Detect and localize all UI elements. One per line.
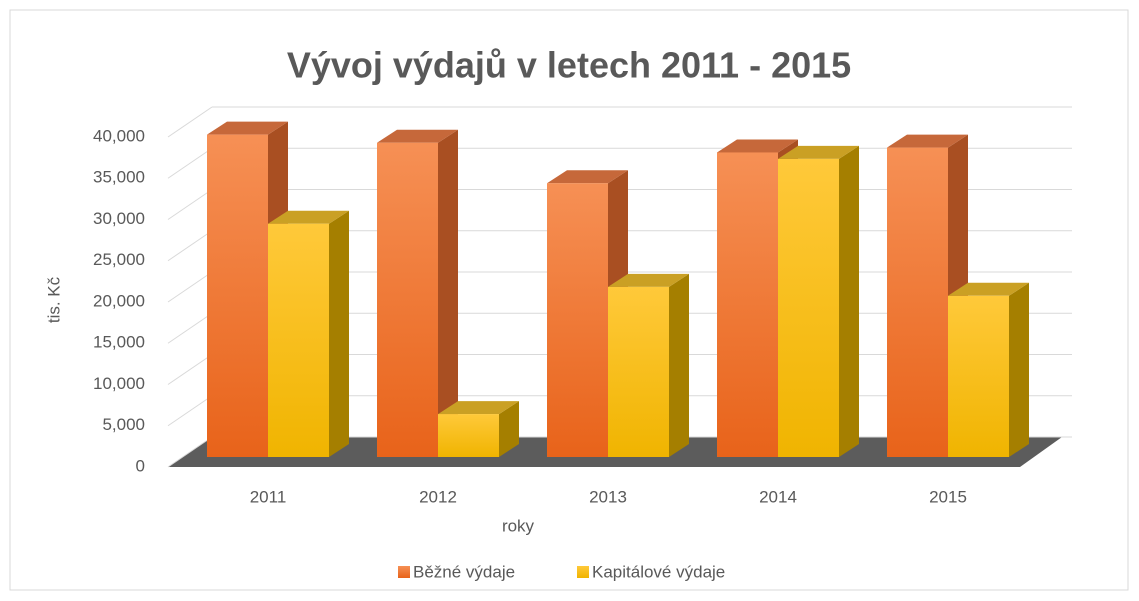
bar-side [499, 401, 519, 457]
bar-top [438, 401, 519, 415]
y-tick-label: 25,000 [93, 250, 145, 269]
bar [717, 152, 778, 457]
y-tick-label: 15,000 [93, 333, 145, 352]
legend-label: Kapitálové výdaje [592, 562, 725, 581]
bar-side [329, 210, 349, 457]
y-tick-label: 40,000 [93, 126, 145, 145]
x-tick-label: 2014 [759, 487, 797, 506]
bar [778, 158, 839, 458]
x-tick-label: 2012 [419, 487, 457, 506]
y-tick-label: 30,000 [93, 209, 145, 228]
grid-line [167, 312, 213, 344]
legend-swatch [577, 566, 589, 578]
grid-line [167, 106, 213, 138]
bar [948, 295, 1009, 457]
bar-top [377, 129, 458, 143]
bar-top [268, 210, 349, 224]
y-axis-label: tis. Kč [44, 276, 63, 323]
bar-top [717, 139, 798, 153]
legend-label: Běžné výdaje [413, 562, 515, 581]
grid-line [167, 147, 213, 179]
bar [608, 286, 669, 457]
bar-top [778, 145, 859, 159]
bar [268, 223, 329, 457]
bar-side [438, 129, 458, 457]
grid-line [167, 271, 213, 303]
x-tick-label: 2015 [929, 487, 967, 506]
x-tick-label: 2011 [250, 487, 287, 506]
bar [438, 414, 499, 457]
y-tick-label: 5,000 [102, 415, 145, 434]
bar-top [887, 134, 968, 148]
chart-title: Vývoj výdajů v letech 2011 - 2015 [287, 45, 851, 86]
bar-top [948, 282, 1029, 296]
y-tick-label: 20,000 [93, 291, 145, 310]
grid-line [167, 354, 213, 385]
grid-line [167, 189, 213, 220]
legend-swatch [398, 566, 410, 578]
grid-line [167, 230, 213, 262]
bar [377, 142, 438, 457]
bar-top [608, 273, 689, 287]
bar-side [839, 145, 859, 458]
y-tick-label: 10,000 [93, 374, 145, 393]
bar-top [207, 121, 288, 135]
bar [207, 134, 268, 457]
y-tick-label: 35,000 [93, 168, 145, 187]
bar [887, 147, 948, 457]
x-axis-label: roky [502, 516, 535, 535]
bar [547, 183, 608, 457]
bar-top [547, 170, 628, 184]
y-tick-label: 0 [136, 456, 145, 475]
x-tick-label: 2013 [589, 487, 627, 506]
grid-line [167, 436, 213, 468]
bar-side [1009, 282, 1029, 457]
bar-side [669, 273, 689, 457]
grid-line [167, 395, 213, 427]
